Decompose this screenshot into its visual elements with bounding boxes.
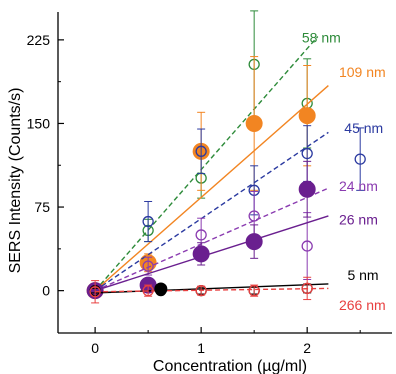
series-26-nm — [86, 160, 329, 300]
data-point — [354, 153, 366, 165]
data-point — [298, 180, 316, 198]
data-point — [142, 260, 154, 272]
data-point — [192, 245, 210, 263]
y-tick-label: 225 — [27, 32, 51, 48]
data-point — [245, 114, 263, 132]
data-point — [245, 233, 263, 251]
series-label: 5 nm — [347, 267, 378, 283]
fit-line — [94, 215, 329, 292]
fit-line — [95, 287, 329, 293]
data-point — [248, 284, 260, 297]
series-266-nm — [89, 276, 329, 304]
data-point — [154, 282, 168, 296]
series-label: 26 nm — [339, 211, 378, 227]
series-label: 109 nm — [339, 64, 386, 80]
series-labels: 58 nm 109 nm 45 nm 24 nm 26 nm 5 nm 266 nm — [302, 30, 386, 313]
y-tick-label: 0 — [42, 283, 50, 299]
data-point — [301, 240, 313, 252]
fit-line — [94, 131, 329, 292]
fit-line — [95, 283, 329, 294]
series-label: 58 nm — [302, 30, 341, 46]
series-24-nm — [89, 187, 329, 297]
x-tick-label: 1 — [197, 340, 205, 356]
series-group — [86, 10, 366, 304]
data-point — [195, 229, 207, 241]
series-109-nm — [86, 56, 329, 300]
fit-line — [94, 85, 329, 292]
data-point — [89, 286, 101, 298]
plot-area — [86, 10, 366, 304]
axes: 0 75 150 225 0 1 2 — [27, 12, 392, 356]
data-point — [298, 107, 316, 125]
series-45-nm — [89, 125, 366, 297]
x-tick-label: 0 — [91, 340, 99, 356]
data-point — [301, 147, 313, 160]
data-point — [195, 145, 207, 157]
y-axis-title: SERS Intensity (Counts/s) — [7, 88, 24, 274]
fit-line — [94, 187, 329, 292]
data-point — [248, 210, 260, 222]
x-tick-label: 2 — [303, 340, 311, 356]
series-label: 266 nm — [339, 297, 386, 313]
data-point — [195, 284, 207, 297]
series-label: 24 nm — [339, 178, 378, 194]
series-label: 45 nm — [344, 120, 383, 136]
y-tick-label: 150 — [27, 115, 51, 131]
fit-line — [94, 36, 319, 292]
data-point — [301, 282, 313, 295]
data-point — [142, 215, 154, 228]
y-tick-label: 75 — [34, 199, 50, 215]
x-axis-title: Concentration (µg/ml) — [153, 358, 307, 374]
data-point — [142, 284, 154, 297]
